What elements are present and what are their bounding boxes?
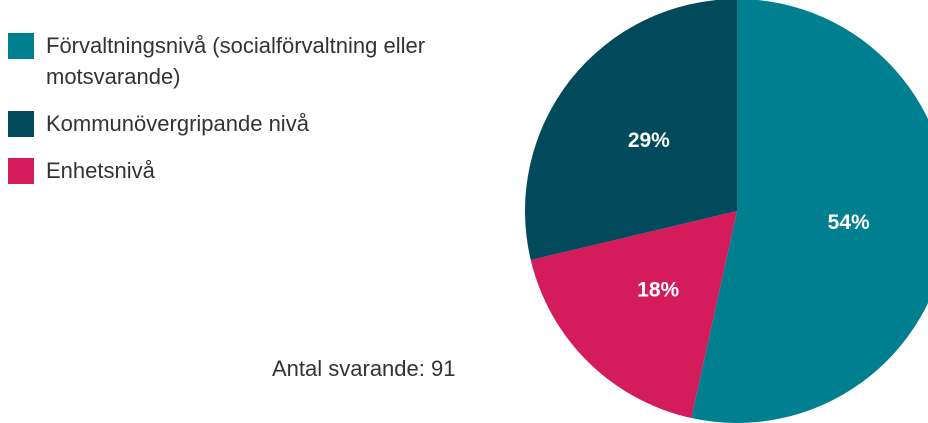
legend-label: Enhetsnivå [46,158,155,183]
legend-swatch [8,111,34,137]
pie-slice [525,0,737,261]
note: Antal svarande: 91 [272,356,456,381]
legend: Förvaltningsnivå (socialförvaltning elle… [8,30,478,202]
pie-slice [691,0,928,423]
pie-slice [530,211,737,418]
legend-label: Förvaltningsnivå (socialförvaltning elle… [46,33,426,89]
legend-item: Enhetsnivå [8,155,478,186]
slice-label: 18% [637,279,679,302]
legend-label: Kommunövergripande nivå [46,111,309,136]
slice-label: 54% [828,211,870,234]
legend-item: Förvaltningsnivå (socialförvaltning elle… [8,30,478,92]
legend-swatch [8,158,34,184]
legend-item: Kommunövergripande nivå [8,108,478,139]
slice-label: 29% [628,129,670,152]
legend-swatch [8,33,34,59]
